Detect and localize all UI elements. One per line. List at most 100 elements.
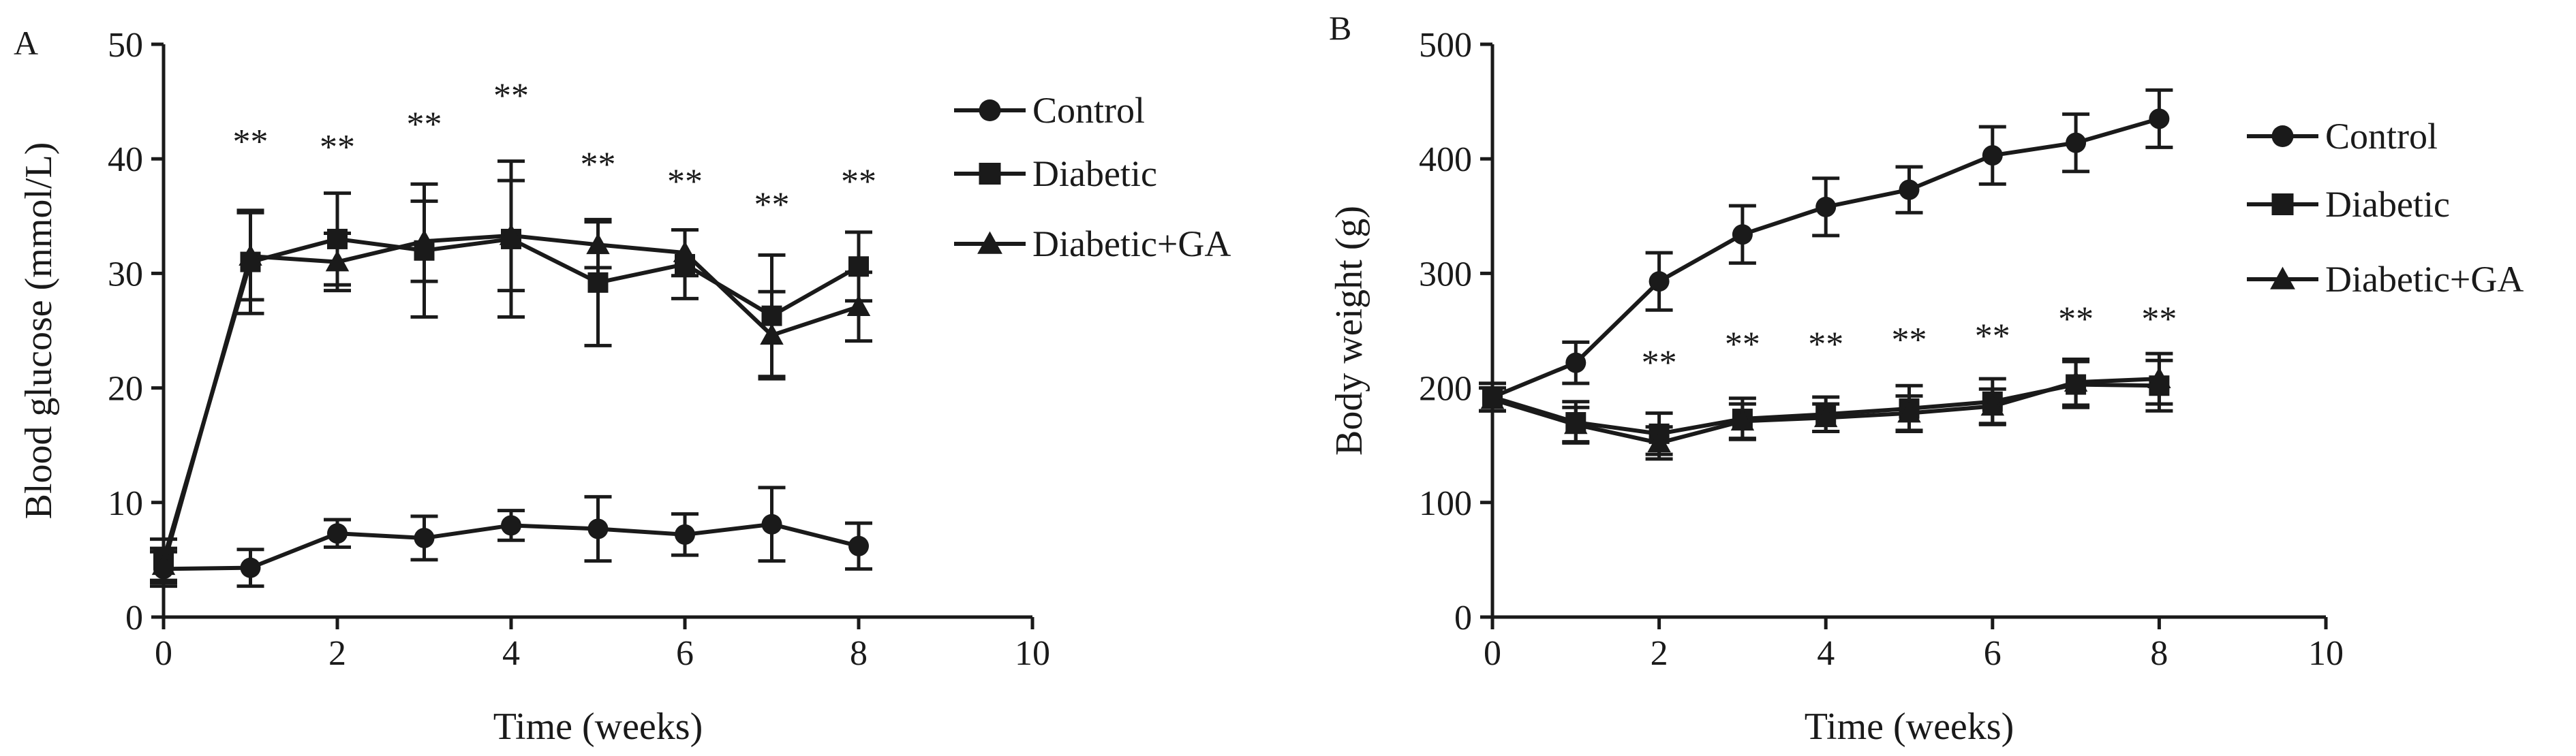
data-point [760,323,784,345]
data-point [1815,196,1837,217]
legend-marker [2270,266,2295,289]
data-point [1480,388,1505,409]
data-point [1647,431,1671,453]
x-tick-label: 6 [676,634,694,673]
significance-marker: ** [320,128,355,167]
data-point [1564,413,1588,435]
data-point [586,233,610,255]
data-point [848,535,869,556]
significance-marker: ** [754,185,790,224]
y-tick-label: 0 [125,599,143,637]
data-point [1732,224,1753,245]
y-tick-label: 100 [1419,484,1472,523]
legend: Control Diabetic Diabetic+GA [954,90,1231,264]
y-tick-label: 20 [108,370,143,409]
panel-label: A [14,24,38,62]
data-point [675,524,695,545]
panel-label: B [1329,9,1351,47]
y-tick-label: 10 [108,484,143,523]
data-point [587,272,609,293]
legend-marker [2271,193,2294,215]
panel-a-blood-glucose-chart: A 0 2 4 6 8 10 0 10 20 30 40 50 Time (weeks) Blood glu… [14,24,1231,748]
data-point [1899,179,1920,200]
series-control [150,486,872,588]
significance-marker: ** [1892,321,1927,360]
legend-label: Control [2325,116,2438,157]
significance-marker: ** [841,163,876,202]
legend-label: Control [1032,90,1145,131]
legend-marker [979,163,1001,185]
y-tick-label: 50 [108,26,143,65]
data-point [499,223,523,245]
significance-marker: ** [1642,343,1677,382]
data-point [587,518,609,539]
x-tick-label: 10 [1015,634,1050,673]
data-point [151,554,176,576]
significance-marker: ** [233,123,269,161]
y-tick-label: 30 [108,255,143,294]
data-point [1565,352,1586,373]
data-point [1980,394,2005,416]
y-tick-label: 200 [1419,370,1472,409]
x-tick-label: 8 [2150,634,2168,673]
x-axis-label: Time (weeks) [493,706,703,748]
data-point [325,250,350,272]
data-point [1982,145,2003,166]
significance-marker: ** [407,106,442,144]
x-tick-label: 2 [1651,634,1668,673]
significance-marker: ** [581,145,616,184]
y-axis-label: Body weight (g) [1328,206,1370,456]
y-tick-label: 400 [1419,140,1472,179]
data-point [846,294,871,316]
significance-marker: ** [493,77,529,116]
data-point [240,557,261,578]
significance-marker: ** [1808,326,1843,364]
data-point [501,515,521,536]
significance-marker: ** [2141,300,2177,339]
y-tick-label: 40 [108,140,143,179]
legend: Control Diabetic Diabetic+GA [2247,116,2524,300]
x-tick-label: 2 [328,634,346,673]
data-point [2066,132,2087,153]
y-axis-label: Blood glucose (mmol/L) [18,142,60,520]
legend-label: Diabetic+GA [1032,223,1231,264]
data-point [1897,401,1921,423]
y-tick-label: 0 [1454,599,1472,637]
data-point [1730,409,1755,431]
x-tick-label: 6 [1984,634,2002,673]
series-diabetic-ga [150,178,872,585]
y-tick-label: 300 [1419,255,1472,294]
series-diabetic-ga [1479,351,2173,461]
data-point [414,527,435,548]
legend-label: Diabetic [2325,184,2450,225]
x-axis-label: Time (weeks) [1805,706,2014,748]
data-point [412,230,436,251]
x-tick-label: 4 [502,634,520,673]
significance-marker: ** [1725,326,1760,364]
data-point [2064,370,2088,392]
legend-marker [2271,125,2294,147]
x-tick-label: 0 [1484,634,1501,673]
legend-marker [979,99,1001,121]
legend-label: Diabetic [1032,153,1157,194]
data-point [2149,108,2170,129]
legend-marker [977,231,1002,254]
x-tick-label: 8 [850,634,868,673]
series-control [1479,88,2173,413]
data-point [1813,406,1838,428]
data-point [761,514,782,535]
x-tick-label: 4 [1817,634,1835,673]
x-tick-label: 10 [2308,634,2344,673]
data-point [327,523,348,544]
y-tick-label: 500 [1419,26,1472,65]
significance-marker: ** [667,163,703,202]
data-point [673,240,697,262]
data-point [2147,366,2171,388]
x-tick-label: 0 [155,634,172,673]
significance-marker: ** [1975,317,2010,356]
data-point [1649,271,1670,292]
data-point [239,244,262,266]
significance-marker: ** [2058,300,2094,339]
